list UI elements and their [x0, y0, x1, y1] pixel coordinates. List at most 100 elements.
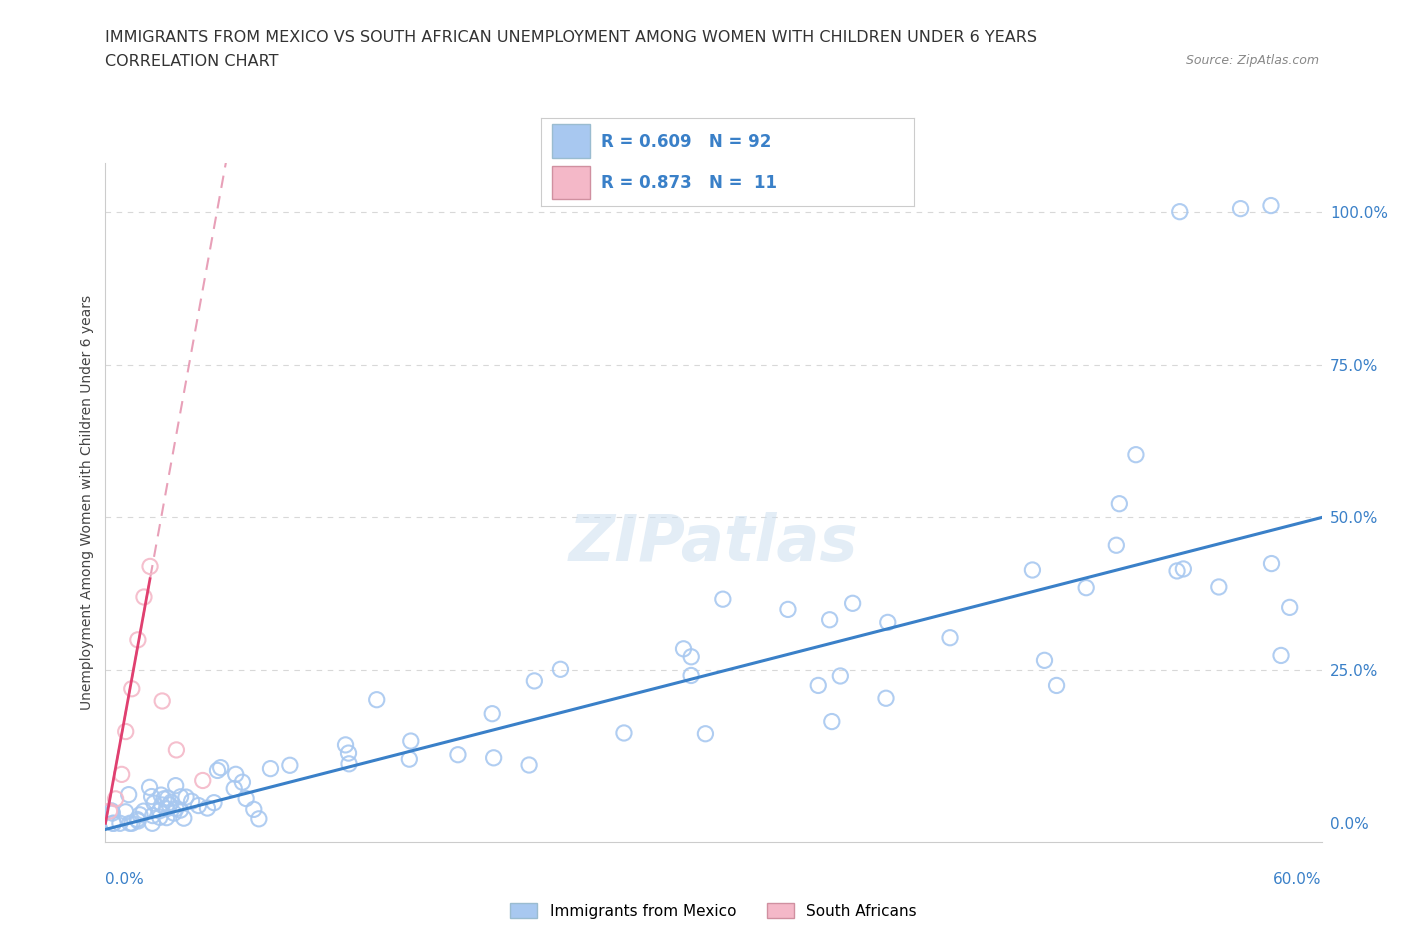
- Text: CORRELATION CHART: CORRELATION CHART: [105, 54, 278, 69]
- Y-axis label: Unemployment Among Women with Children Under 6 years: Unemployment Among Women with Children U…: [80, 295, 94, 710]
- Point: [150, 694, 173, 709]
- FancyBboxPatch shape: [553, 125, 589, 158]
- Point: [127, 812, 149, 827]
- Text: ZIPatlas: ZIPatlas: [569, 512, 858, 574]
- Point: [118, 787, 141, 802]
- Point: [174, 790, 197, 804]
- Point: [141, 816, 163, 830]
- Point: [101, 805, 124, 820]
- Point: [1045, 678, 1067, 693]
- Point: [1173, 562, 1195, 577]
- Point: [163, 805, 186, 820]
- Point: [259, 761, 281, 776]
- Point: [173, 811, 195, 826]
- Point: [121, 682, 143, 697]
- Point: [1166, 564, 1188, 578]
- Point: [517, 758, 540, 773]
- Point: [187, 798, 209, 813]
- Point: [1260, 198, 1282, 213]
- Text: 0.0%: 0.0%: [105, 872, 145, 887]
- Point: [1229, 201, 1251, 216]
- Point: [875, 691, 897, 706]
- Point: [1076, 580, 1098, 595]
- Point: [613, 725, 636, 740]
- Point: [150, 798, 173, 813]
- Point: [235, 791, 257, 806]
- Point: [695, 726, 717, 741]
- Point: [128, 807, 150, 822]
- Point: [821, 714, 844, 729]
- Point: [672, 642, 695, 657]
- Point: [1033, 653, 1056, 668]
- Point: [160, 795, 183, 810]
- Point: [681, 649, 703, 664]
- Point: [830, 669, 852, 684]
- Point: [132, 590, 155, 604]
- Point: [939, 631, 962, 645]
- Point: [523, 673, 546, 688]
- Point: [447, 748, 470, 763]
- Point: [399, 734, 422, 749]
- Point: [841, 596, 863, 611]
- Point: [165, 742, 187, 757]
- Point: [169, 803, 191, 817]
- Point: [103, 816, 125, 830]
- Point: [278, 758, 301, 773]
- Point: [98, 804, 121, 818]
- Point: [1021, 563, 1043, 578]
- Point: [191, 773, 214, 788]
- Point: [155, 810, 177, 825]
- Point: [807, 678, 830, 693]
- Point: [1125, 447, 1147, 462]
- Point: [139, 559, 162, 574]
- Point: [127, 814, 149, 829]
- Point: [165, 778, 187, 793]
- Point: [337, 756, 360, 771]
- Point: [398, 751, 420, 766]
- Point: [132, 804, 155, 818]
- Point: [1278, 600, 1301, 615]
- Point: [681, 668, 703, 683]
- Text: Source: ZipAtlas.com: Source: ZipAtlas.com: [1185, 54, 1319, 67]
- Point: [481, 706, 503, 721]
- Point: [1208, 579, 1230, 594]
- Point: [335, 737, 357, 752]
- Legend: Immigrants from Mexico, South Africans: Immigrants from Mexico, South Africans: [510, 903, 917, 919]
- Point: [776, 602, 799, 617]
- Point: [1168, 205, 1191, 219]
- Point: [118, 816, 141, 830]
- Point: [1105, 538, 1128, 552]
- Point: [876, 615, 898, 630]
- Point: [337, 746, 360, 761]
- Point: [207, 763, 229, 777]
- Point: [231, 775, 253, 790]
- Point: [142, 808, 165, 823]
- Point: [247, 811, 270, 826]
- Point: [711, 591, 734, 606]
- Point: [169, 790, 191, 804]
- Point: [1260, 556, 1282, 571]
- Point: [101, 816, 124, 830]
- Point: [111, 767, 134, 782]
- Point: [100, 804, 122, 818]
- Point: [1270, 648, 1292, 663]
- Point: [243, 802, 266, 817]
- Point: [148, 804, 170, 818]
- Point: [550, 662, 572, 677]
- FancyBboxPatch shape: [553, 166, 589, 199]
- Point: [224, 781, 246, 796]
- Point: [155, 802, 177, 817]
- Point: [104, 791, 127, 806]
- Point: [366, 692, 388, 707]
- Point: [157, 797, 180, 812]
- Point: [141, 790, 163, 804]
- Point: [114, 804, 136, 819]
- Text: R = 0.873   N =  11: R = 0.873 N = 11: [600, 174, 778, 192]
- Point: [143, 796, 166, 811]
- Point: [150, 788, 173, 803]
- Text: IMMIGRANTS FROM MEXICO VS SOUTH AFRICAN UNEMPLOYMENT AMONG WOMEN WITH CHILDREN U: IMMIGRANTS FROM MEXICO VS SOUTH AFRICAN …: [105, 30, 1038, 45]
- Point: [818, 612, 841, 627]
- Point: [202, 795, 225, 810]
- Point: [197, 801, 219, 816]
- Point: [1108, 497, 1130, 512]
